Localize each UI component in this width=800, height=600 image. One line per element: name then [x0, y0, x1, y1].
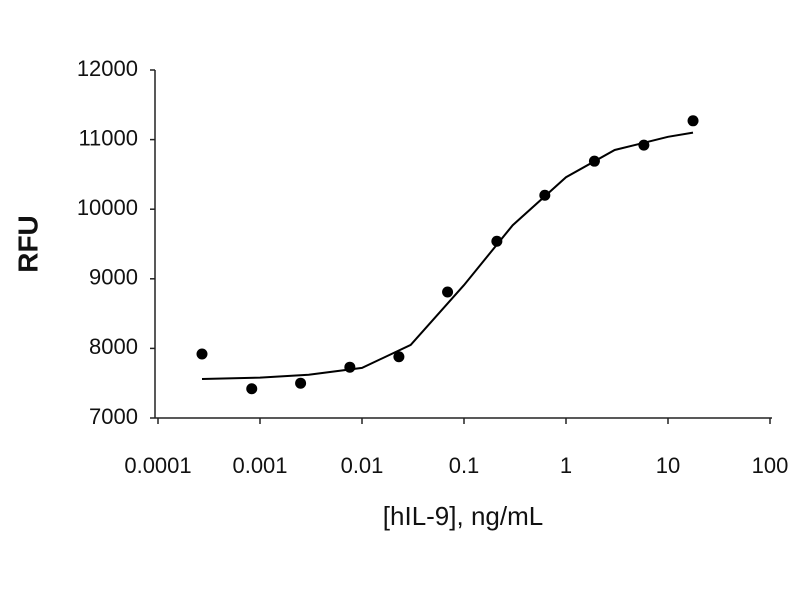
x-tick-label: 10	[656, 453, 680, 478]
data-point	[491, 235, 503, 247]
x-tick-label: 1	[560, 453, 572, 478]
data-point	[246, 383, 258, 395]
y-tick-label: 10000	[77, 195, 138, 220]
data-point	[393, 351, 405, 363]
data-point	[442, 286, 454, 298]
x-tick-label: 0.1	[449, 453, 480, 478]
y-tick-label: 11000	[78, 125, 138, 150]
data-point	[196, 348, 208, 360]
data-point	[687, 115, 699, 127]
fit-curve	[201, 131, 694, 380]
x-tick-label: 0.0001	[124, 453, 191, 478]
data-point	[295, 377, 307, 389]
x-tick-label: 0.001	[232, 453, 287, 478]
y-axis-label: RFU	[12, 215, 43, 273]
y-tick-label: 8000	[89, 334, 138, 359]
x-axis-label: [hIL-9], ng/mL	[383, 501, 543, 531]
x-tick-label: 0.01	[341, 453, 384, 478]
y-tick-label: 12000	[77, 56, 138, 81]
data-point	[344, 361, 356, 373]
y-tick-label: 9000	[89, 265, 138, 290]
y-tick-label: 7000	[89, 404, 138, 429]
x-tick-label: 100	[752, 453, 789, 478]
